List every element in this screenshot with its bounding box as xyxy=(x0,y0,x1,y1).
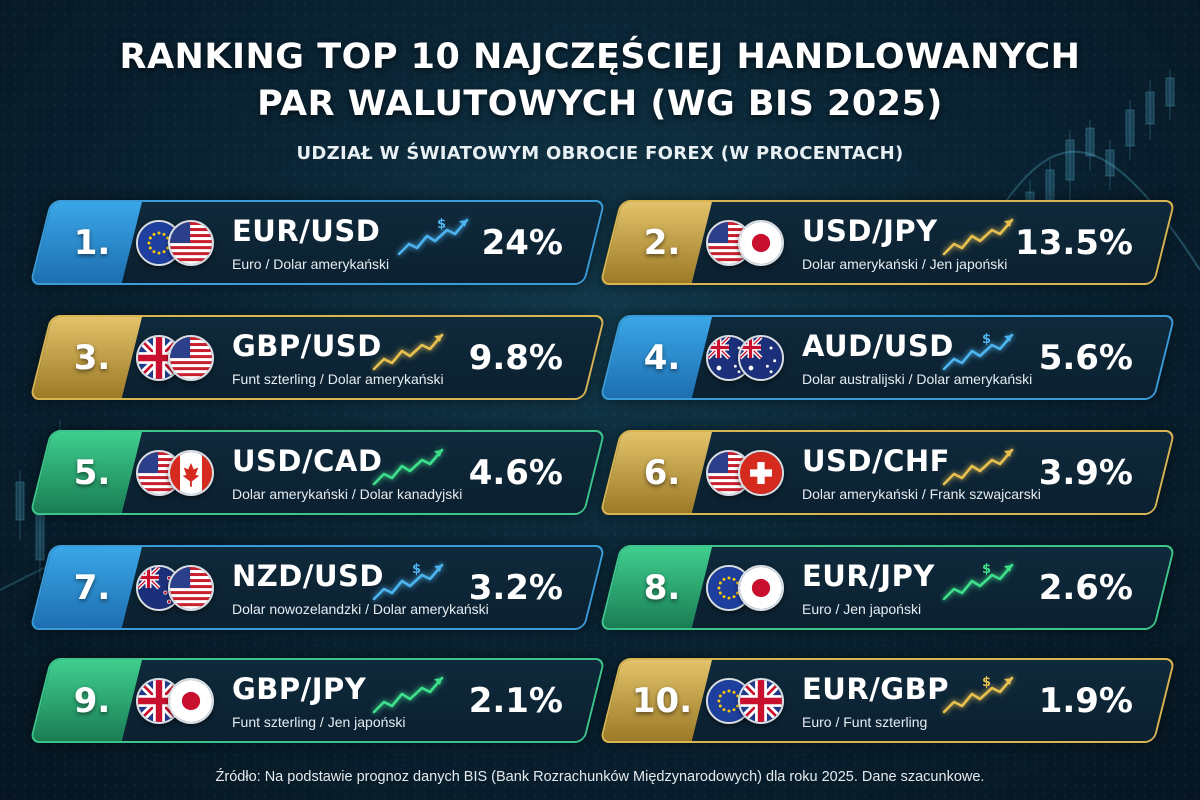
currency-pair: USD/JPY xyxy=(802,214,938,248)
market-share-percent: 3.9% xyxy=(1038,452,1133,493)
rank-number: 6. xyxy=(643,452,681,493)
rank-number: 1. xyxy=(73,222,111,263)
dollar-trend-icon: $ xyxy=(940,559,1020,605)
currency-pair-description: Euro / Dolar amerykański xyxy=(232,256,390,272)
us-flag-icon xyxy=(168,335,214,381)
currency-flags xyxy=(136,450,216,496)
currency-pair-description: Dolar amerykański / Dolar kanadyjski xyxy=(232,486,463,502)
market-share-percent: 1.9% xyxy=(1038,680,1133,721)
ch-flag-icon xyxy=(738,450,784,496)
currency-pair: GBP/JPY xyxy=(232,672,367,706)
currency-pair: USD/CAD xyxy=(232,444,383,478)
ranking-card: 10. EUR/GBP Euro / Funt szterling $ 1.9% xyxy=(599,658,1176,743)
currency-flags xyxy=(136,565,216,611)
currency-pair-description: Euro / Jen japoński xyxy=(802,601,922,617)
ranking-card: 1. EUR/USD Euro / Dolar amerykański $ 24… xyxy=(29,200,606,285)
market-share-percent: 4.6% xyxy=(468,452,563,493)
market-share-percent: 2.1% xyxy=(468,680,563,721)
market-share-percent: 3.2% xyxy=(468,567,563,608)
rank-number: 10. xyxy=(631,680,693,721)
rank-number: 7. xyxy=(73,567,111,608)
ca-flag-icon xyxy=(168,450,214,496)
currency-pair: EUR/GBP xyxy=(802,672,949,706)
currency-pair: EUR/JPY xyxy=(802,559,935,593)
rank-number: 2. xyxy=(643,222,681,263)
ranking-card: 6. USD/CHF Dolar amerykański / Frank szw… xyxy=(599,430,1176,515)
currency-flags xyxy=(706,335,786,381)
rank-number: 4. xyxy=(643,337,681,378)
trend-icon xyxy=(370,444,450,490)
currency-flags xyxy=(706,220,786,266)
dollar-trend-icon: $ xyxy=(370,559,450,605)
trend-icon xyxy=(370,329,450,375)
rank-number: 3. xyxy=(73,337,111,378)
trend-icon xyxy=(940,214,1020,260)
ranking-card: 3. GBP/USD Funt szterling / Dolar ameryk… xyxy=(29,315,606,400)
svg-text:$: $ xyxy=(412,562,421,577)
currency-flags xyxy=(136,220,216,266)
title-line-2: PAR WALUTOWYCH (WG BIS 2025) xyxy=(257,84,943,124)
jp-flag-icon xyxy=(738,565,784,611)
svg-text:$: $ xyxy=(437,217,446,232)
ranking-card: 2. USD/JPY Dolar amerykański / Jen japoń… xyxy=(599,200,1176,285)
title-line-1: RANKING TOP 10 NAJCZĘŚCIEJ HANDLOWANYCH xyxy=(119,37,1081,77)
ranking-card: 4. AUD/USD Dolar australijski / Dolar am… xyxy=(599,315,1176,400)
ranking-card: 5. USD/CAD Dolar amerykański / Dolar kan… xyxy=(29,430,606,515)
rank-number: 5. xyxy=(73,452,111,493)
currency-pair: AUD/USD xyxy=(802,329,954,363)
ranking-card: 8. EUR/JPY Euro / Jen japoński $ 2.6% xyxy=(599,545,1176,630)
dollar-trend-icon: $ xyxy=(940,329,1020,375)
market-share-percent: 24% xyxy=(481,222,563,263)
currency-flags xyxy=(706,450,786,496)
rank-number: 8. xyxy=(643,567,681,608)
jp-flag-icon xyxy=(168,678,214,724)
currency-flags xyxy=(706,565,786,611)
currency-flags xyxy=(136,678,216,724)
page-title: RANKING TOP 10 NAJCZĘŚCIEJ HANDLOWANYCH … xyxy=(0,34,1200,128)
ranking-card: 9. GBP/JPY Funt szterling / Jen japoński… xyxy=(29,658,606,743)
currency-pair: USD/CHF xyxy=(802,444,950,478)
us-flag-icon xyxy=(168,565,214,611)
market-share-percent: 13.5% xyxy=(1015,222,1133,263)
dollar-trend-icon: $ xyxy=(395,214,475,260)
currency-pair-description: Funt szterling / Dolar amerykański xyxy=(232,371,444,387)
currency-flags xyxy=(706,678,786,724)
svg-text:$: $ xyxy=(982,675,991,690)
currency-pair-description: Dolar amerykański / Jen japoński xyxy=(802,256,1008,272)
us-flag-icon xyxy=(168,220,214,266)
market-share-percent: 9.8% xyxy=(468,337,563,378)
ranking-card: 7. NZD/USD Dolar nowozelandzki / Dolar a… xyxy=(29,545,606,630)
market-share-percent: 5.6% xyxy=(1038,337,1133,378)
svg-text:$: $ xyxy=(982,332,991,347)
trend-icon xyxy=(370,672,450,718)
market-share-percent: 2.6% xyxy=(1038,567,1133,608)
page-subtitle: UDZIAŁ W ŚWIATOWYM OBROCIE FOREX (W PROC… xyxy=(296,143,904,164)
currency-pair-description: Funt szterling / Jen japoński xyxy=(232,714,406,730)
currency-pair: GBP/USD xyxy=(232,329,382,363)
currency-pair: NZD/USD xyxy=(232,559,384,593)
dollar-trend-icon: $ xyxy=(940,672,1020,718)
currency-pair-description: Dolar nowozelandzki / Dolar amerykański xyxy=(232,601,489,617)
svg-text:$: $ xyxy=(982,562,991,577)
au-flag-icon xyxy=(738,335,784,381)
currency-flags xyxy=(136,335,216,381)
currency-pair-description: Euro / Funt szterling xyxy=(802,714,928,730)
uk-flag-icon xyxy=(738,678,784,724)
trend-icon xyxy=(940,444,1020,490)
currency-pair: EUR/USD xyxy=(232,214,381,248)
jp-flag-icon xyxy=(738,220,784,266)
rank-number: 9. xyxy=(73,680,111,721)
currency-pair-description: Dolar amerykański / Frank szwajcarski xyxy=(802,486,1041,502)
source-note: Źródło: Na podstawie prognoz danych BIS … xyxy=(215,769,985,785)
currency-pair-description: Dolar australijski / Dolar amerykański xyxy=(802,371,1033,387)
